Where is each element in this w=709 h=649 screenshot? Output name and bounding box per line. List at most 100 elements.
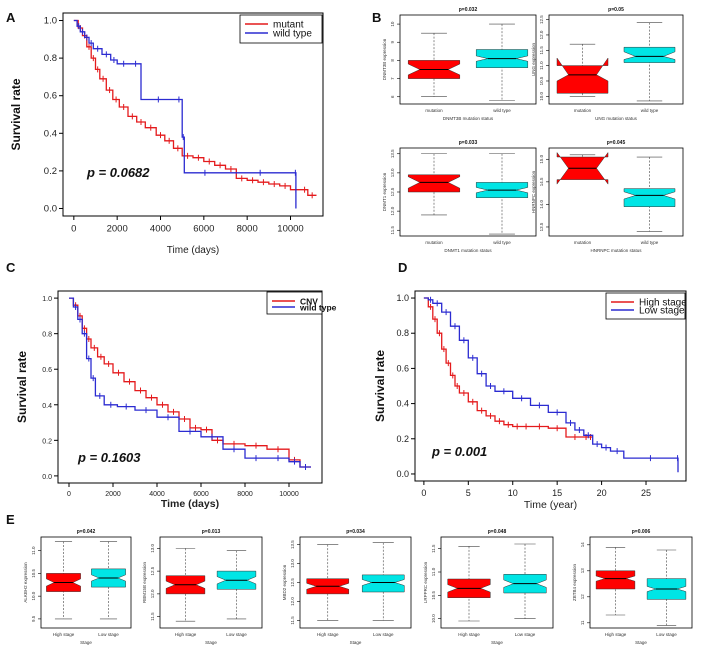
y-tick-label: 12.5 xyxy=(150,566,155,575)
y-tick-label: 10.5 xyxy=(31,569,36,578)
p-value: p=0.048 xyxy=(488,529,507,535)
x-tick-label: 0 xyxy=(71,224,76,235)
legend-label: wild type xyxy=(272,29,312,40)
y-tick-label: 8 xyxy=(390,59,395,62)
y-tick-label: 13.5 xyxy=(539,222,544,231)
legend-box xyxy=(266,291,323,315)
x-axis-label: DNMT1 mutation status xyxy=(444,248,492,253)
x-tick-label: 8000 xyxy=(237,491,253,498)
y-tick-label: 10 xyxy=(390,21,395,27)
legend-label: CNV xyxy=(300,297,318,307)
category-label: wild type xyxy=(641,108,659,113)
x-axis-label: UNG mutation status xyxy=(595,116,638,121)
box-frame xyxy=(40,536,132,629)
plot-frame xyxy=(62,12,324,217)
boxplot-e-2: 11.5 12.0 12.5 13.0 RBM15B expression p=0.013… xyxy=(142,529,263,645)
y-tick-label: 1.0 xyxy=(44,16,57,27)
x-tick-label: 20 xyxy=(597,488,607,498)
x-tick-label: 10 xyxy=(508,488,518,498)
y-axis-label: ZBTB4 expression xyxy=(572,563,577,601)
y-tick-label: 12 xyxy=(580,594,585,600)
x-tick-label: 2000 xyxy=(105,491,121,498)
boxplot-e-3: 11.5 12.0 12.5 13.0 13.5 MBD2 expression p=0.0… xyxy=(282,529,412,645)
y-tick-label: 11.0 xyxy=(431,567,436,576)
y-tick-label: 0.0 xyxy=(44,203,57,214)
x-tick-label: 8000 xyxy=(237,224,258,235)
legend-box xyxy=(239,14,323,44)
y-tick-label: 11.0 xyxy=(539,61,544,70)
panel-letter: C xyxy=(6,260,16,275)
category-label: mutation xyxy=(425,108,443,113)
km-panel-d: 0.0 0.2 0.4 0.6 0.8 1.0 0 5 10 15 20 25 Time (year) S… xyxy=(373,290,687,511)
y-tick-label: 6 xyxy=(390,95,395,98)
y-tick-label: 1.0 xyxy=(396,293,409,303)
y-tick-label: 0.2 xyxy=(42,438,52,445)
boxplot-b-1: 6 7 8 9 10 DNMT3B expression p=0.032 DNMT3B mut… xyxy=(382,7,537,121)
panel-letter: E xyxy=(6,512,15,527)
y-tick-label: 12.5 xyxy=(290,578,295,587)
y-tick-label: 13.5 xyxy=(390,149,395,158)
notched-box xyxy=(623,46,676,63)
x-tick-label: 10000 xyxy=(279,491,299,498)
y-axis-label: MBD2 expression xyxy=(282,564,287,600)
y-axis-label: RBM15B expression xyxy=(142,561,147,603)
y-tick-label: 0.0 xyxy=(396,469,409,479)
notched-box xyxy=(556,57,609,94)
x-axis-label: Stage xyxy=(491,640,503,645)
notched-box xyxy=(407,174,461,193)
y-tick-label: 10.0 xyxy=(31,591,36,600)
legend-label: High stage xyxy=(639,298,687,309)
category-label: Low stage xyxy=(98,632,119,637)
box-frame xyxy=(399,14,537,105)
category-label: mutation xyxy=(574,240,592,245)
legend-label: mutant xyxy=(273,20,304,31)
y-tick-label: 0.8 xyxy=(44,53,57,64)
y-tick-label: 0.8 xyxy=(396,328,409,338)
category-label: mutation xyxy=(425,240,443,245)
y-tick-label: 0.8 xyxy=(42,332,52,339)
p-value: p=0.013 xyxy=(202,529,221,535)
x-tick-label: 0 xyxy=(67,491,71,498)
x-axis-label: Stage xyxy=(205,640,217,645)
y-axis-label: HNRNPC expression xyxy=(531,170,536,213)
y-tick-label: 13.0 xyxy=(390,168,395,177)
y-tick-label: 13.5 xyxy=(290,540,295,549)
y-axis-label: Survival rate xyxy=(373,350,387,422)
x-tick-label: 4000 xyxy=(149,491,165,498)
y-tick-label: 14 xyxy=(580,542,585,548)
p-value: p=0.05 xyxy=(608,7,624,13)
x-axis-label: Stage xyxy=(350,640,362,645)
y-tick-label: 14.0 xyxy=(539,200,544,209)
panel-letter: D xyxy=(398,260,407,275)
notched-box xyxy=(361,574,405,593)
x-tick-label: 5 xyxy=(466,488,471,498)
survival-curve-0 xyxy=(423,297,593,438)
p-value: p=0.042 xyxy=(77,529,96,535)
p-value: p=0.045 xyxy=(607,140,626,146)
boxplot-b-2: 10.0 10.5 11.0 11.5 12.0 12.5 UNG expression p=… xyxy=(531,7,684,121)
y-tick-label: 11.5 xyxy=(290,616,295,625)
category-label: High stage xyxy=(53,632,75,637)
y-tick-label: 15.0 xyxy=(539,154,544,163)
x-axis-label: Stage xyxy=(635,640,647,645)
x-tick-label: 6000 xyxy=(193,224,214,235)
y-tick-label: 11.0 xyxy=(31,546,36,555)
y-tick-label: 0.4 xyxy=(44,128,57,139)
panel-letter: B xyxy=(372,10,381,25)
x-tick-label: 15 xyxy=(552,488,562,498)
x-axis-label: HNRNPC mutation status xyxy=(590,248,642,253)
category-label: Low stage xyxy=(515,632,536,637)
boxplot-b-4: 13.5 14.0 14.5 15.0 HNRNPC expression p=0.045… xyxy=(531,140,684,253)
p-value: p=0.006 xyxy=(632,529,651,535)
y-tick-label: 0.4 xyxy=(396,399,409,409)
category-label: mutation xyxy=(574,108,592,113)
survival-curve-0 xyxy=(69,297,311,468)
y-axis-label: UNG expression xyxy=(531,42,536,76)
panel-letter: A xyxy=(6,10,16,25)
y-tick-label: 10.5 xyxy=(539,76,544,85)
category-label: High stage xyxy=(175,632,197,637)
y-tick-label: 14.5 xyxy=(539,177,544,186)
y-tick-label: 9.5 xyxy=(31,615,36,622)
y-tick-label: 12.0 xyxy=(390,206,395,215)
